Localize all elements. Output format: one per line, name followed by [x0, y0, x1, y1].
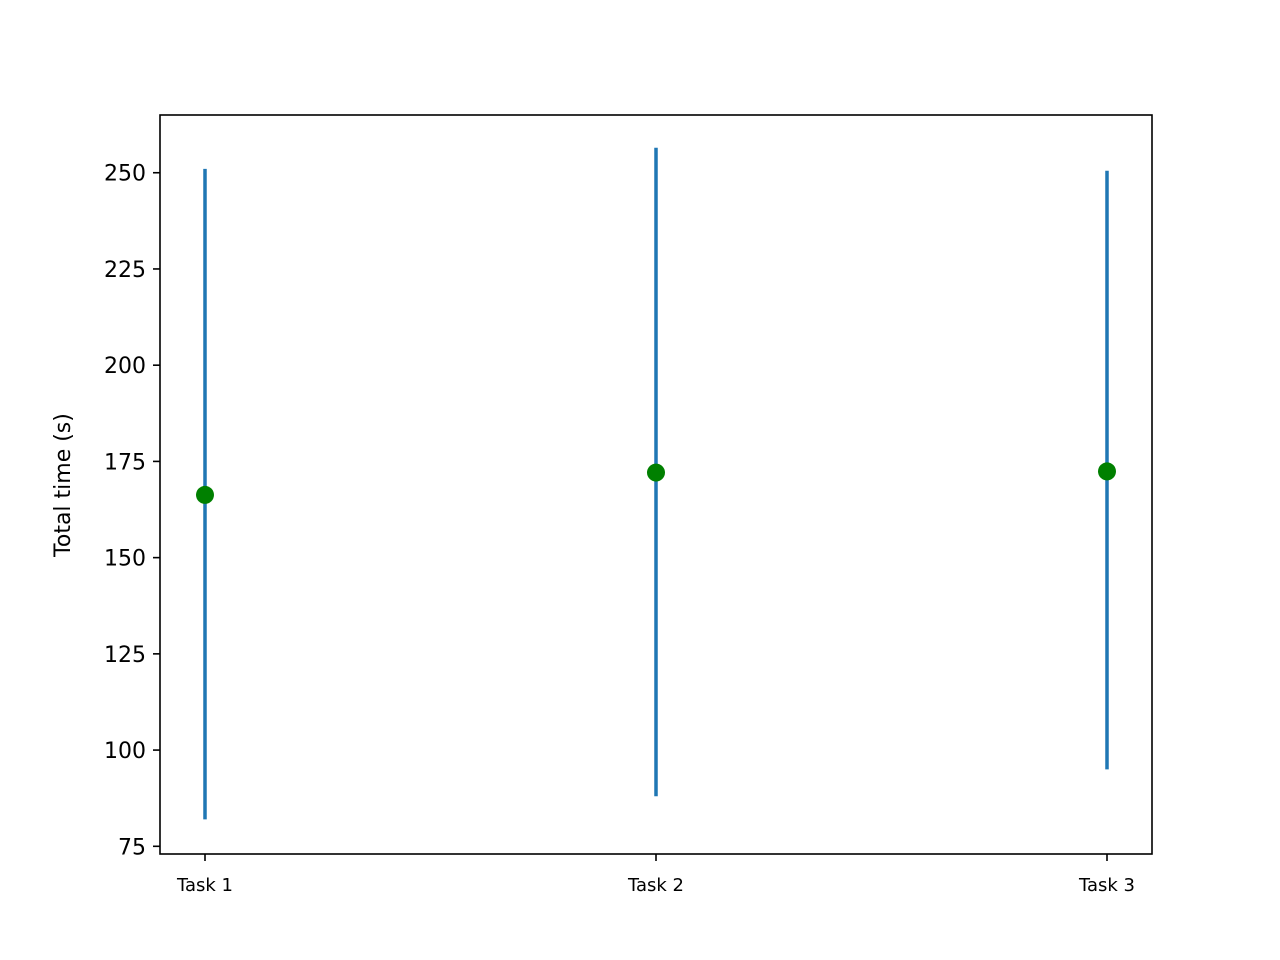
y-tick-label: 225: [104, 258, 146, 283]
y-tick-label: 200: [104, 354, 146, 379]
mean-point: [1098, 462, 1116, 481]
y-tick-label: 125: [104, 643, 146, 668]
plot-frame: [159, 114, 1153, 855]
x-axis: Task 1 Task 2 Task 3: [176, 854, 1135, 896]
x-tick-label: Task 3: [1078, 875, 1135, 896]
mean-point: [647, 463, 665, 482]
y-tick-label: 150: [104, 547, 146, 572]
x-tick-label: Task 1: [176, 875, 233, 896]
y-tick-label: 250: [104, 162, 146, 187]
y-axis: 75 100 125 150 175 200 225 250: [104, 162, 160, 860]
mean-point: [196, 485, 214, 504]
y-tick-label: 175: [104, 450, 146, 475]
y-tick-label: 100: [104, 739, 146, 764]
x-tick-label: Task 2: [627, 875, 684, 896]
y-axis-label: Total time (s): [51, 413, 76, 558]
plot-marks: [196, 147, 1116, 820]
y-tick-label: 75: [118, 835, 146, 860]
